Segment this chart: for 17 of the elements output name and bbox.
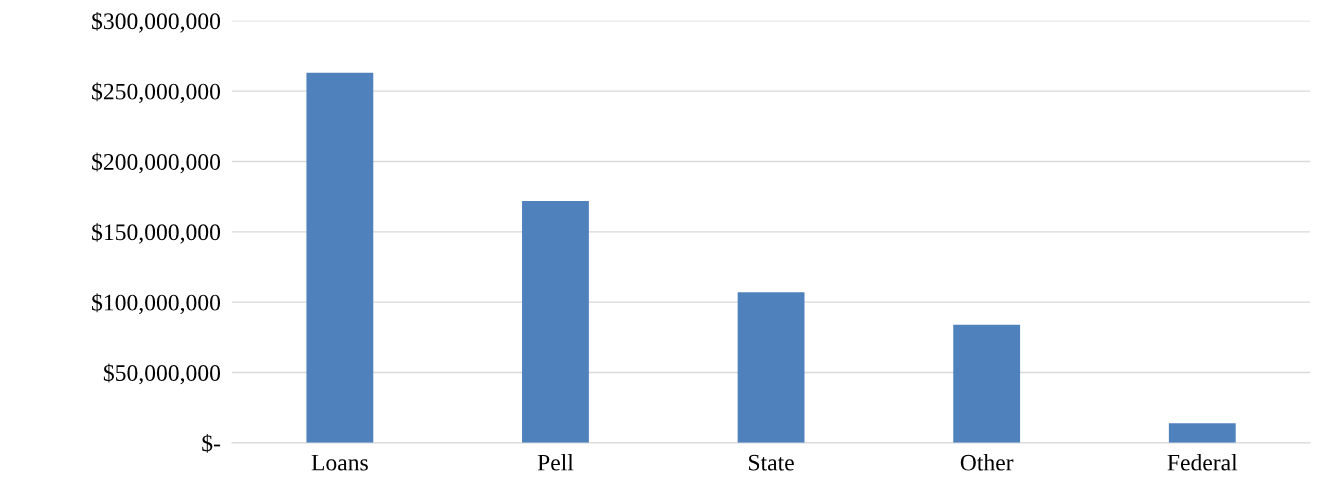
y-tick-label: $300,000,000 xyxy=(92,11,221,33)
bar xyxy=(953,324,1021,443)
x-tick-label: State xyxy=(749,454,794,471)
y-tick-label: $200,000,000 xyxy=(92,152,221,174)
x-tick-label: Federal xyxy=(1167,453,1238,471)
y-tick-label: $250,000,000 xyxy=(92,82,221,103)
y-tick-label: $50,000,000 xyxy=(103,363,221,385)
x-tick-label: Pell xyxy=(537,453,574,471)
bar xyxy=(737,292,805,443)
x-tick-label: Other xyxy=(960,453,1014,471)
bar xyxy=(522,200,589,443)
bar xyxy=(1168,423,1236,443)
y-tick-label: $- xyxy=(202,433,221,453)
y-tick-label: $150,000,000 xyxy=(92,222,221,244)
x-tick-label: Loans xyxy=(311,454,368,471)
bar xyxy=(306,72,374,443)
y-tick-label: $100,000,000 xyxy=(92,293,221,314)
